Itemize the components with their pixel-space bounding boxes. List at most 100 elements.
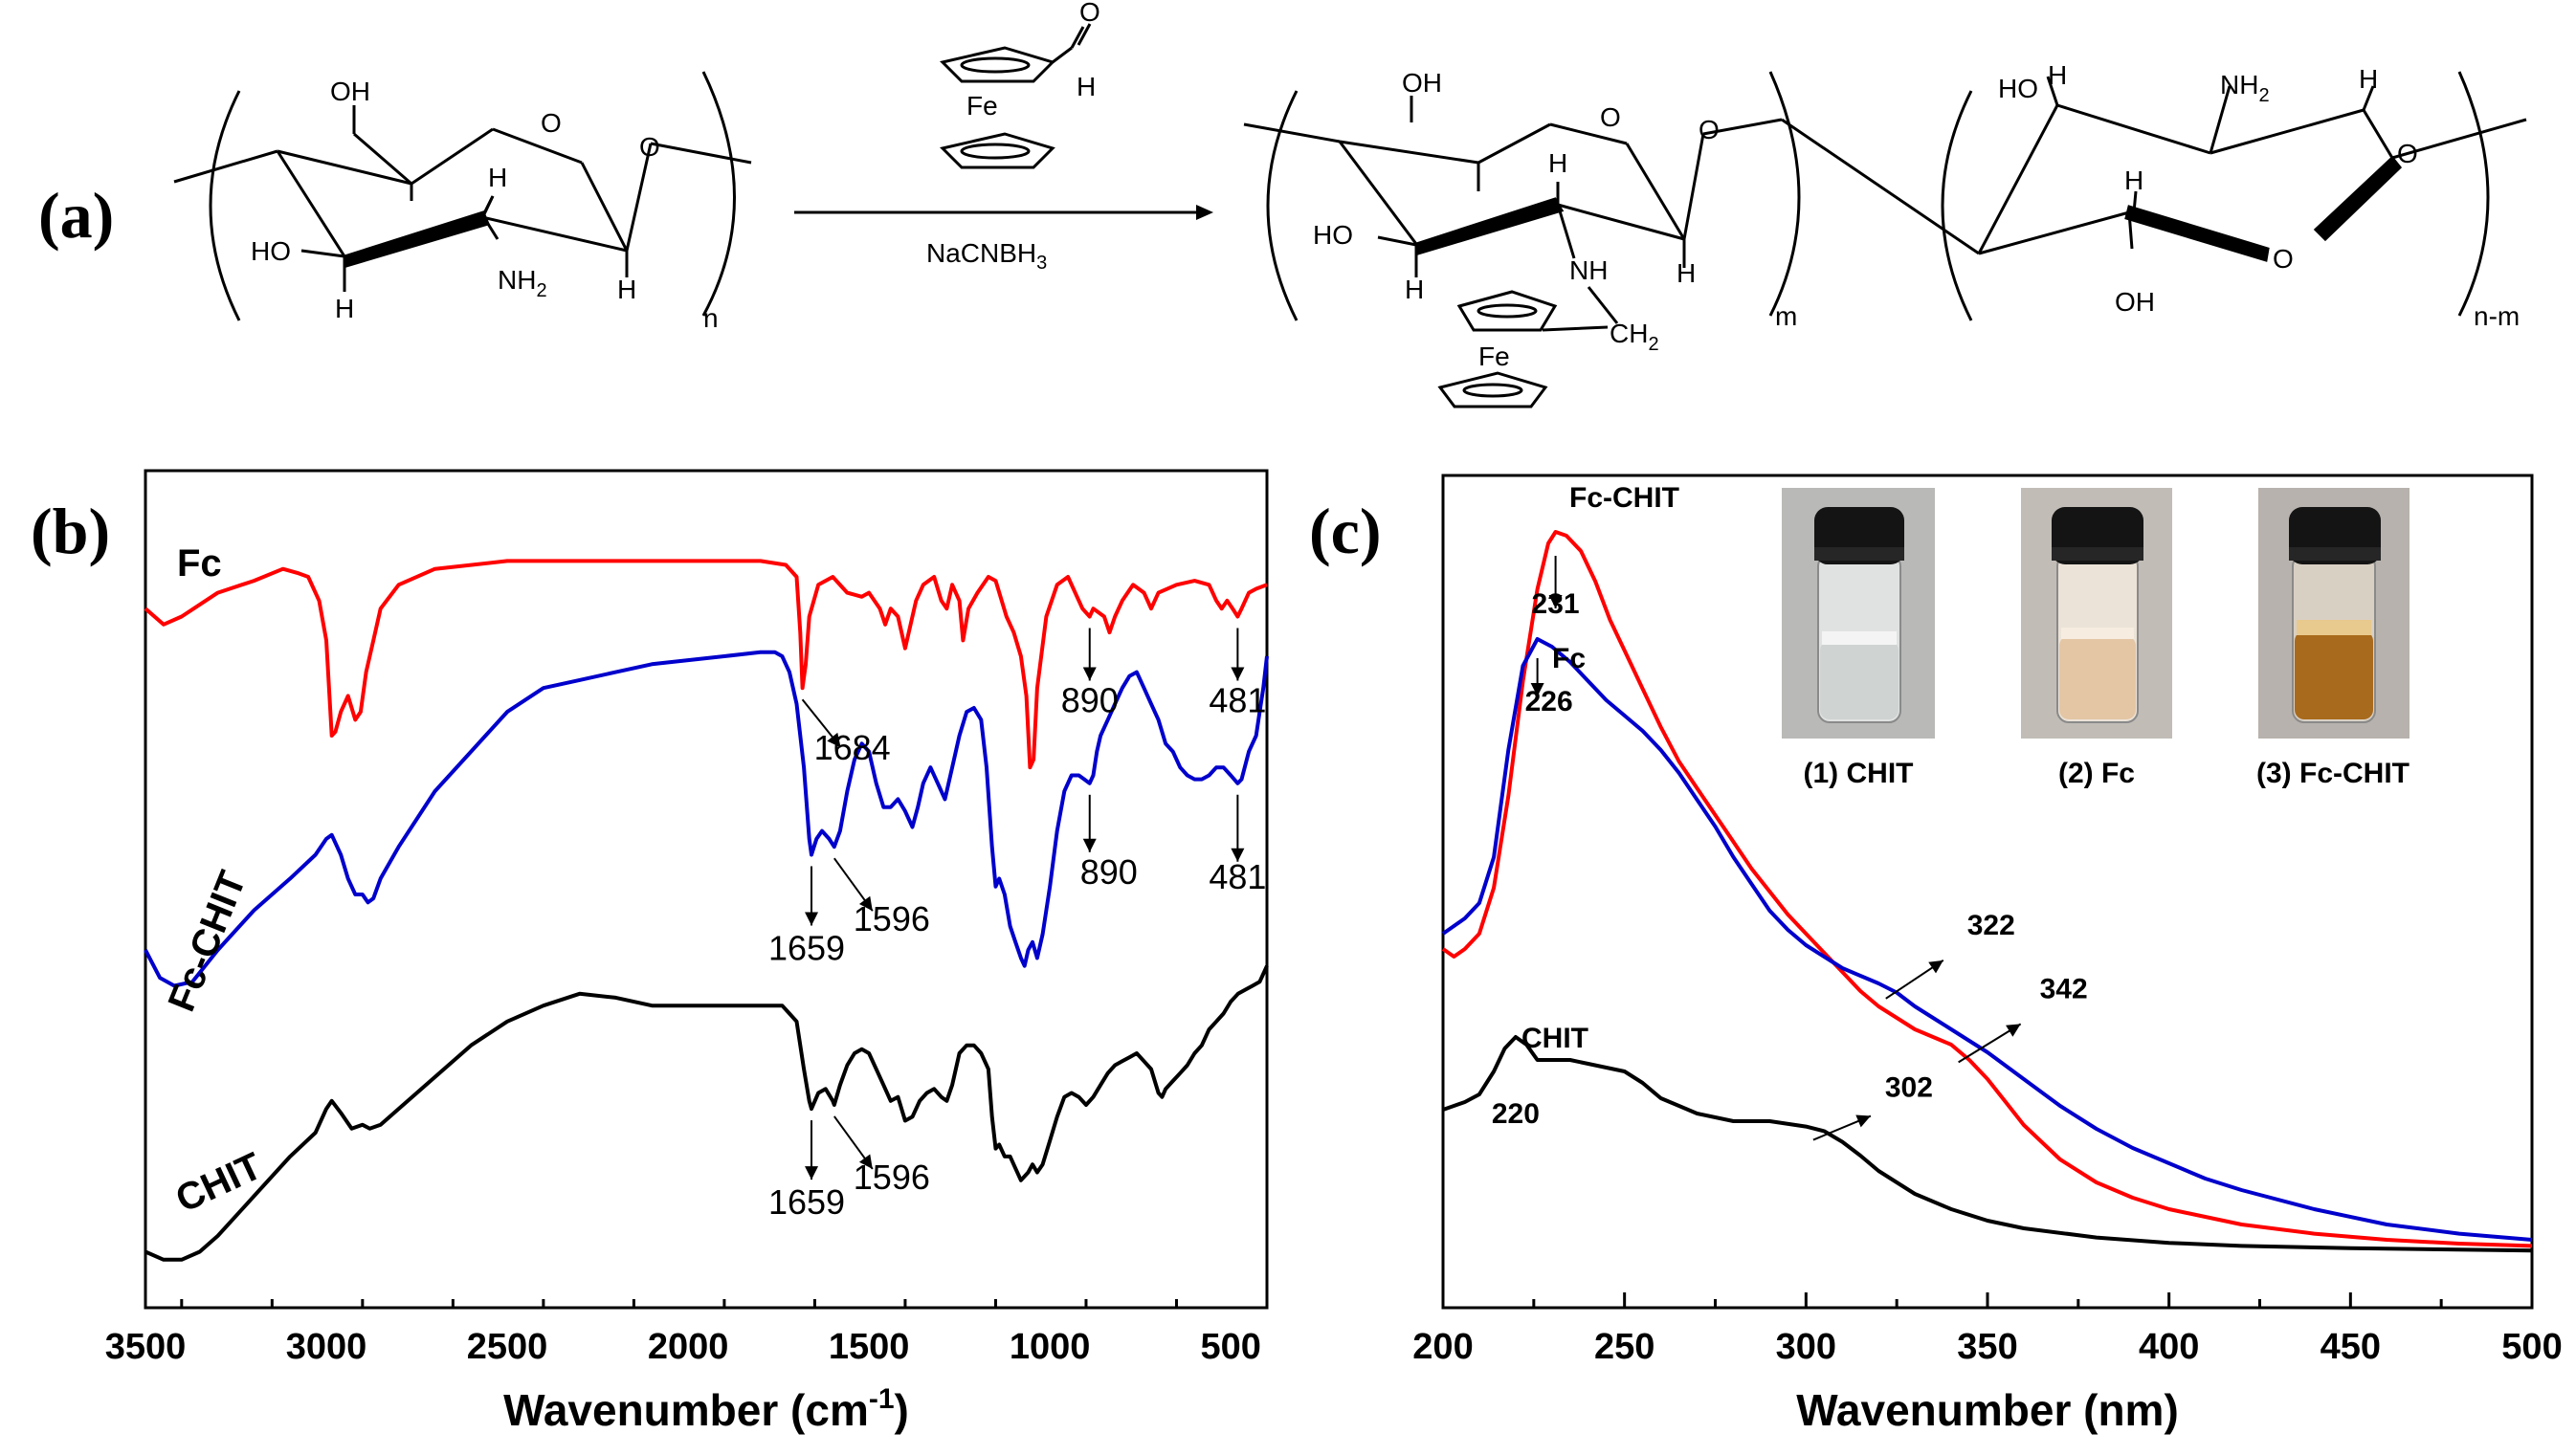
annotation-label: 1659 bbox=[768, 929, 845, 968]
series-label-fc-chit: Fc-CHIT bbox=[161, 866, 255, 1018]
annotation-label: 226 bbox=[1525, 686, 1573, 717]
series-group-c bbox=[1441, 530, 2533, 1253]
h-label: H bbox=[488, 163, 507, 192]
annotation-label: 1684 bbox=[814, 728, 891, 767]
annotation-label: 890 bbox=[1080, 852, 1138, 892]
annotation-arrow-head bbox=[1082, 667, 1097, 681]
series-line-fc-chit bbox=[144, 650, 1269, 988]
o-ring-label: O bbox=[1600, 102, 1621, 132]
annotation-arrow-head bbox=[1548, 595, 1563, 608]
vial-liquid bbox=[2295, 631, 2373, 719]
x-tick-label: 1000 bbox=[1010, 1327, 1091, 1367]
annotation-arrow-head bbox=[858, 895, 873, 912]
series-line-chit bbox=[144, 964, 1269, 1262]
series-group-b bbox=[144, 559, 1269, 1262]
annotation-arrow-head bbox=[1082, 838, 1097, 852]
annotation-label: 481 bbox=[1209, 857, 1266, 896]
left-bracket-open bbox=[209, 90, 241, 321]
annotation-arrow-head bbox=[1530, 683, 1544, 696]
series-line-chit bbox=[1442, 1035, 2533, 1253]
h-label: H bbox=[2359, 64, 2378, 94]
annotation-arrow-head bbox=[1855, 1114, 1871, 1128]
annotation-label: 1596 bbox=[854, 899, 930, 938]
x-tick-label: 500 bbox=[2501, 1327, 2562, 1367]
oh-label: OH bbox=[330, 77, 370, 106]
o-ring-label: O bbox=[2273, 244, 2294, 274]
annotations-c: 231 226 220 322 342 302 bbox=[1492, 556, 2088, 1141]
ferrocene-icon bbox=[1437, 371, 1548, 408]
annotation-label: 1659 bbox=[768, 1182, 845, 1222]
repeat-m-label: m bbox=[1775, 301, 1797, 331]
vial-photo-chit bbox=[1782, 488, 1935, 739]
nh-label: NH bbox=[1569, 255, 1608, 285]
vial-photo-fc-chit bbox=[2258, 488, 2409, 739]
ch2-label: CH2 bbox=[1610, 319, 1659, 355]
series-label-fc: Fc bbox=[1552, 643, 1586, 674]
bold-bond bbox=[2313, 155, 2403, 242]
x-tick-label: 350 bbox=[1957, 1327, 2017, 1367]
o-label: O bbox=[1079, 0, 1100, 27]
h-label: H bbox=[1677, 258, 1696, 288]
panel-b: (b) 3500 3000 2500 2000 1500 1000 500 1684 890 4… bbox=[31, 469, 1269, 1435]
panel-b-label: (b) bbox=[31, 495, 110, 567]
chitosan-unit bbox=[173, 71, 752, 321]
x-ticks-c: 200 250 300 350 400 450 500 bbox=[1412, 1292, 2563, 1367]
annotation-arrow-head bbox=[858, 1154, 873, 1169]
panel-a: (a) OH O O bbox=[38, 0, 2527, 408]
ho-label: HO bbox=[1313, 220, 1353, 250]
bracket-nm-close bbox=[2457, 71, 2490, 317]
bold-bond bbox=[2124, 205, 2270, 262]
annotation-label: 322 bbox=[1967, 910, 2015, 941]
x-axis-title-c: Wavenumber (nm) bbox=[1796, 1385, 2179, 1435]
o-link-label: O bbox=[2397, 139, 2418, 168]
series-line-fc bbox=[144, 559, 1268, 770]
annotation-arrow-head bbox=[827, 732, 841, 748]
series-label-fc-chit: Fc-CHIT bbox=[1569, 482, 1679, 514]
vial-caption: (1) CHIT bbox=[1804, 758, 1914, 789]
x-tick-label: 200 bbox=[1412, 1327, 1473, 1367]
annotation-label: 890 bbox=[1061, 681, 1119, 720]
plot-frame-b bbox=[144, 469, 1269, 1310]
annotation-arrow-head bbox=[2006, 1024, 2021, 1037]
x-ticks-b: 3500 3000 2500 2000 1500 1000 500 bbox=[105, 1299, 1269, 1367]
annotation-arrow-head bbox=[1928, 960, 1943, 974]
ferrocene-aldehyde-icon bbox=[940, 23, 1092, 169]
fc-modified-unit bbox=[1243, 71, 1801, 408]
panel-c-label: (c) bbox=[1309, 495, 1381, 567]
x-tick-label: 500 bbox=[1200, 1327, 1260, 1367]
inset-vials: (1) CHIT (2) Fc (3) Fc-CHIT bbox=[1782, 488, 2409, 789]
vial-liquid bbox=[1820, 641, 1899, 719]
series-line-fc bbox=[1441, 637, 2533, 1242]
h-label: H bbox=[617, 275, 636, 304]
series-label-chit: CHIT bbox=[1521, 1023, 1588, 1054]
bracket-m-close bbox=[1768, 71, 1801, 317]
fe-label: Fe bbox=[966, 91, 998, 121]
vial-caption: (2) Fc bbox=[2058, 758, 2135, 789]
h-label: H bbox=[335, 294, 354, 323]
annotation-label: 231 bbox=[1532, 588, 1580, 620]
ferrocene-icon bbox=[1456, 290, 1558, 332]
chitosan-unit-labels: OH O O HO H H NH2 H n bbox=[251, 77, 719, 333]
annotation-arrow-head bbox=[805, 912, 819, 926]
oh-label: OH bbox=[2115, 287, 2155, 317]
annotation-arrow-head bbox=[1231, 667, 1245, 681]
panel-c: (c) 200 250 300 350 400 450 500 231 226 220 322 34… bbox=[1309, 474, 2563, 1435]
x-tick-label: 2500 bbox=[467, 1327, 548, 1367]
left-bracket-close bbox=[701, 71, 736, 317]
nh2-label: NH2 bbox=[2220, 70, 2270, 106]
reaction-arrow-head bbox=[1196, 205, 1213, 220]
panel-a-label: (a) bbox=[38, 179, 114, 252]
x-tick-label: 400 bbox=[2139, 1327, 2199, 1367]
series-label-chit: CHIT bbox=[169, 1145, 268, 1221]
x-tick-label: 1500 bbox=[829, 1327, 910, 1367]
annotation-label: 1596 bbox=[854, 1158, 930, 1197]
vial-photo-fc bbox=[2021, 488, 2172, 739]
h-label: H bbox=[2048, 60, 2067, 90]
h-label: H bbox=[1077, 72, 1096, 101]
x-tick-label: 3000 bbox=[286, 1327, 367, 1367]
fc-modified-unit-labels: OH O O HO H H NH CH2 Fe H m bbox=[1313, 68, 1797, 371]
series-label-fc: Fc bbox=[177, 542, 222, 585]
annotation-label: 302 bbox=[1885, 1072, 1933, 1104]
o-link-label: O bbox=[639, 132, 660, 162]
